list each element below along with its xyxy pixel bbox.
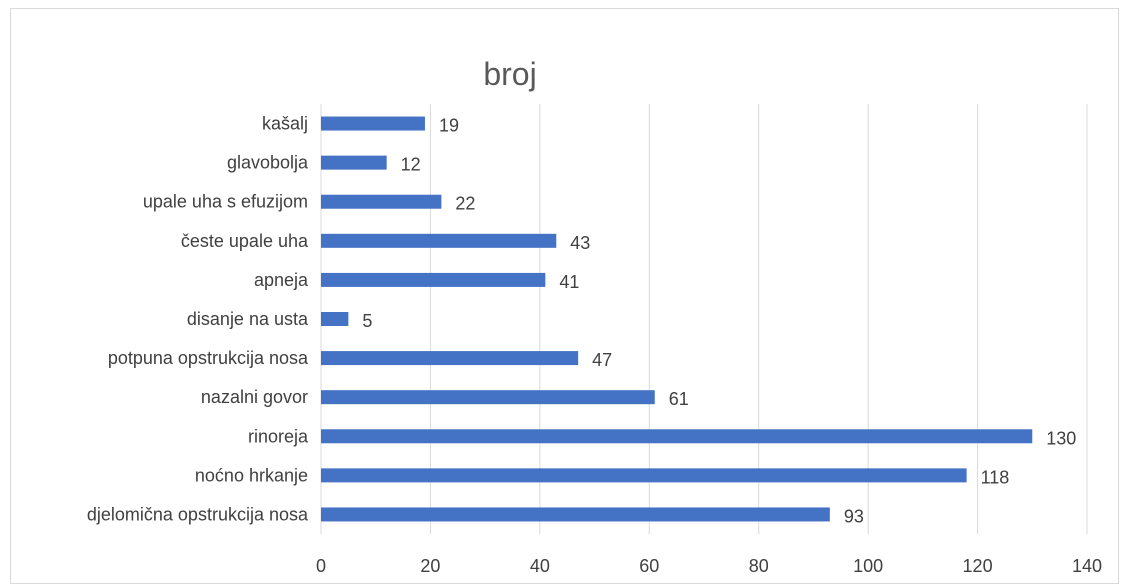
data-labels: 93 118 130 61 47 5 41 43 22 12 19 [362, 116, 1076, 527]
category-label: kašalj [262, 114, 308, 134]
data-label: 118 [981, 467, 1010, 487]
category-label: djelomična opstrukcija nosa [87, 504, 309, 524]
data-label: 130 [1046, 428, 1076, 448]
data-label: 61 [669, 389, 689, 409]
x-tick-label: 40 [530, 556, 550, 576]
x-tick-label: 120 [963, 556, 993, 576]
bar [321, 351, 579, 366]
x-tick-label: 100 [853, 556, 883, 576]
category-label: glavobolja [227, 153, 309, 173]
bar [321, 468, 967, 483]
data-label: 19 [439, 116, 459, 136]
data-label: 22 [455, 194, 475, 214]
bar [321, 116, 425, 131]
data-label: 93 [844, 506, 864, 526]
gridlines [320, 104, 1088, 534]
bar [321, 390, 655, 405]
category-label: nazalni govor [201, 387, 308, 407]
bar [321, 155, 387, 170]
data-label: 43 [570, 233, 590, 253]
chart-frame [10, 8, 1119, 584]
bar [321, 312, 349, 326]
data-label: 41 [559, 272, 579, 292]
category-label: noćno hrkanje [195, 465, 308, 485]
bar [321, 429, 1033, 444]
category-label: upale uha s efuzijom [143, 192, 308, 212]
x-tick-label: 80 [749, 556, 769, 576]
x-tick-label: 140 [1072, 556, 1102, 576]
data-label: 5 [362, 311, 372, 331]
category-label: česte upale uha [181, 231, 309, 251]
x-axis-tick-labels: 0 20 40 60 80 100 120 140 [316, 556, 1102, 576]
bar [321, 194, 442, 209]
category-label: potpuna opstrukcija nosa [108, 348, 309, 368]
category-labels: djelomična opstrukcija nosa noćno hrkanje… [87, 114, 309, 525]
x-tick-label: 60 [639, 556, 659, 576]
bars [321, 116, 1033, 522]
bar [321, 233, 557, 248]
bar [321, 507, 830, 522]
data-label: 47 [592, 350, 612, 370]
x-tick-label: 20 [420, 556, 440, 576]
bar [321, 272, 546, 287]
category-label: apneja [254, 270, 309, 290]
x-tick-label: 0 [316, 556, 326, 576]
category-label: disanje na usta [187, 309, 309, 329]
chart-title: broj [483, 56, 536, 92]
category-label: rinoreja [248, 426, 309, 446]
data-label: 12 [401, 155, 421, 175]
